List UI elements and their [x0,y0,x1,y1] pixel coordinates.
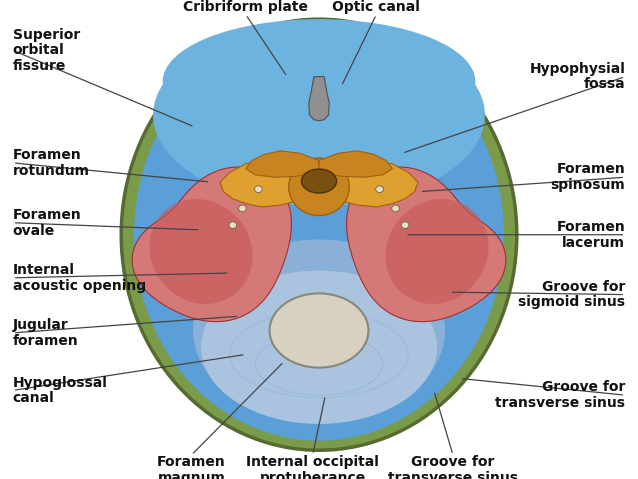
Text: Groove for
transverse sinus: Groove for transverse sinus [388,455,518,479]
Ellipse shape [376,186,383,193]
Text: Foramen
spinosum: Foramen spinosum [551,162,625,192]
Text: Jugular
foramen: Jugular foramen [13,318,78,348]
Ellipse shape [134,29,504,441]
Text: Groove for
sigmoid sinus: Groove for sigmoid sinus [518,280,625,309]
Polygon shape [319,151,392,177]
Text: Foramen
rotundum: Foramen rotundum [13,148,90,178]
Text: Foramen
ovale: Foramen ovale [13,208,82,238]
Ellipse shape [288,158,350,216]
Ellipse shape [255,186,262,193]
Ellipse shape [301,169,337,193]
Text: Groove for
transverse sinus: Groove for transverse sinus [495,380,625,410]
Text: Foramen
magnum: Foramen magnum [157,455,226,479]
Text: Superior
orbital
fissure: Superior orbital fissure [13,28,80,73]
Text: Hypoglossal
canal: Hypoglossal canal [13,376,108,405]
Text: Cribriform plate: Cribriform plate [183,0,308,14]
Text: Internal occipital
protuberance: Internal occipital protuberance [246,455,379,479]
Polygon shape [346,167,506,322]
Ellipse shape [153,24,485,206]
Ellipse shape [163,19,475,144]
Polygon shape [319,160,418,207]
Polygon shape [132,167,292,322]
Polygon shape [309,77,329,121]
Ellipse shape [121,19,517,450]
Ellipse shape [269,293,369,368]
Text: Hypophysial
fossa: Hypophysial fossa [530,62,625,91]
Text: Internal
acoustic opening: Internal acoustic opening [13,263,146,293]
Ellipse shape [401,222,409,228]
Ellipse shape [149,199,253,304]
Polygon shape [220,160,319,207]
Ellipse shape [385,199,489,304]
Ellipse shape [229,222,237,228]
Polygon shape [246,151,319,177]
Ellipse shape [392,205,399,212]
Text: Optic canal: Optic canal [332,0,420,14]
Ellipse shape [239,205,246,212]
Ellipse shape [193,240,445,422]
Ellipse shape [201,271,437,424]
Text: Foramen
lacerum: Foramen lacerum [556,220,625,250]
